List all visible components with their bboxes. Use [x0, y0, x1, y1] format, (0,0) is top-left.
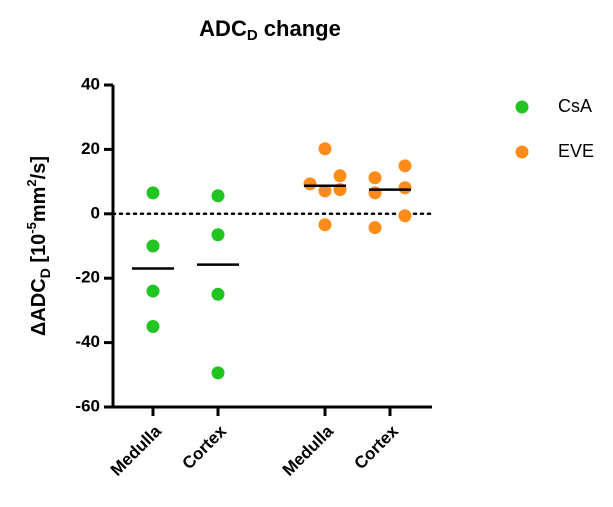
data-point: [368, 221, 382, 235]
title-suffix: change: [258, 16, 341, 41]
data-point: [211, 189, 225, 203]
legend-label: CsA: [558, 96, 592, 116]
y-axis-label: ΔADCD [10-5mm2/s]: [24, 156, 52, 336]
data-point: [146, 284, 160, 298]
data-point: [318, 218, 332, 232]
legend-marker: [515, 145, 529, 159]
y-label-superscript: -5: [24, 222, 39, 234]
y-tick-label: -20: [75, 268, 100, 287]
y-tick-label: 40: [81, 74, 100, 93]
y-label-suffix: /s]: [28, 156, 50, 179]
x-tick-label: Medulla: [107, 421, 166, 480]
data-point: [398, 181, 412, 195]
data-point: [211, 287, 225, 301]
title-text: ADC: [199, 16, 247, 41]
y-label-subscript: D: [37, 268, 53, 278]
y-label-unit-superscript: 2: [24, 179, 39, 186]
data-point: [368, 186, 382, 200]
x-tick-label: Medulla: [279, 421, 338, 480]
data-point: [398, 159, 412, 173]
title-subscript: D: [247, 27, 258, 44]
data-point: [318, 184, 332, 198]
data-point: [146, 186, 160, 200]
y-tick-label: 20: [81, 139, 100, 158]
data-point: [146, 320, 160, 333]
data-point: [368, 171, 382, 185]
data-point: [318, 142, 332, 156]
y-label-text: ΔADC: [28, 278, 50, 336]
data-point: [146, 239, 160, 253]
x-tick-label: Cortex: [178, 421, 230, 473]
data-point: [333, 169, 347, 183]
y-tick-label: 0: [91, 203, 100, 222]
y-label-unit: mm: [28, 187, 50, 223]
legend-marker: [515, 100, 529, 114]
x-tick-label: Cortex: [350, 421, 402, 473]
y-label-middle: [10: [28, 234, 50, 268]
legend-label: EVE: [558, 141, 594, 161]
chart-title: ADCD change: [199, 16, 341, 44]
data-point: [211, 366, 225, 380]
y-tick-label: -60: [75, 396, 100, 415]
data-point: [211, 228, 225, 242]
data-point: [398, 209, 412, 223]
data-point: [303, 177, 317, 191]
y-tick-label: -40: [75, 332, 100, 351]
